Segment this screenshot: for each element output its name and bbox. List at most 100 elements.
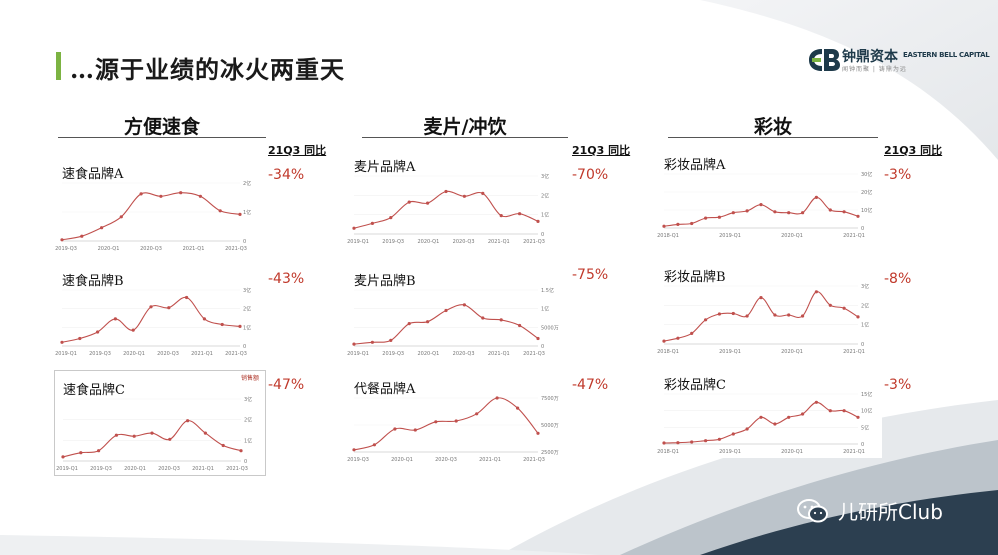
data-point: [139, 192, 143, 196]
x-tick-label: 2020-Q3: [140, 246, 162, 252]
x-tick-label: 2020-Q3: [157, 351, 179, 357]
data-point: [536, 336, 540, 341]
footer-brand-text: 儿研所Club: [838, 500, 943, 524]
data-point: [773, 210, 777, 214]
x-tick-label: 2021-Q3: [225, 351, 247, 357]
data-point: [536, 219, 540, 223]
x-tick-label: 2021-Q1: [192, 466, 214, 472]
data-point: [759, 203, 763, 207]
data-point: [690, 221, 694, 226]
category-underline: [668, 137, 878, 138]
x-tick-label: 2019-Q3: [89, 351, 111, 357]
x-tick-label: 2021-Q3: [523, 351, 545, 357]
yoy-change-value: -75%: [572, 267, 609, 283]
y-tick-label: 10亿: [861, 408, 872, 415]
x-tick-label: 2019-Q1: [719, 233, 741, 239]
x-tick-label: 2019-Q3: [347, 457, 369, 463]
data-point: [499, 214, 503, 218]
data-point: [198, 194, 202, 198]
data-point: [119, 215, 123, 219]
y-tick-label: 1亿: [243, 324, 251, 331]
yoy-change-value: -43%: [268, 271, 305, 287]
data-point: [413, 428, 417, 432]
data-point: [690, 331, 694, 335]
data-point: [389, 216, 393, 220]
data-point: [100, 226, 104, 230]
y-tick-label: 2亿: [243, 180, 251, 187]
company-logo: 钟鼎资本 EASTERN BELL CAPITAL 闻钟而聚 | 铸鼎为远: [806, 44, 990, 76]
x-tick-label: 2020-Q1: [391, 457, 413, 463]
y-tick-label: 1亿: [541, 212, 549, 219]
data-point: [168, 437, 172, 441]
y-tick-label: 0: [861, 226, 864, 232]
x-tick-label: 2021-Q1: [488, 239, 510, 245]
line-chart: 1.5亿 1亿 5000万 0 2019-Q1 2019-Q3 2020-Q1 2020-Q3…: [347, 287, 559, 357]
data-point: [717, 312, 721, 316]
y-tick-label: 20亿: [861, 189, 872, 196]
x-tick-label: 2021-Q1: [183, 246, 205, 252]
data-point: [801, 314, 805, 318]
line-chart: 7500万 5000万 2500万 2019-Q3 2020-Q1 2020-Q3 2021…: [347, 396, 559, 463]
y-tick-label: 15亿: [861, 391, 872, 398]
data-point: [801, 412, 805, 416]
x-tick-label: 2020-Q1: [124, 466, 146, 472]
x-tick-label: 2018-Q1: [657, 233, 679, 239]
y-tick-label: 2500万: [541, 450, 559, 456]
yoy-change-value: -70%: [572, 167, 609, 183]
y-tick-label: 0: [243, 344, 246, 350]
data-point: [676, 336, 680, 340]
data-point: [393, 427, 397, 431]
x-tick-label: 2021-Q3: [523, 239, 545, 245]
yoy-change-value: -8%: [884, 271, 912, 287]
data-point: [454, 419, 458, 423]
chart-brand-label: 麦片品牌A: [354, 160, 416, 175]
x-tick-label: 2021-Q1: [488, 351, 510, 357]
data-point: [389, 338, 393, 342]
data-point: [78, 336, 82, 341]
chart-panel: 速食品牌B 3亿 2亿 1亿 0 2019-Q1 2019-Q3 2020-Q1 2020-Q3…: [54, 262, 264, 360]
data-point: [773, 313, 777, 317]
data-point: [186, 419, 190, 423]
data-point: [167, 306, 171, 310]
data-point: [842, 409, 846, 413]
data-point: [731, 432, 735, 436]
chart-brand-label: 麦片品牌B: [354, 274, 416, 289]
data-point: [842, 306, 846, 310]
data-point: [745, 314, 749, 318]
data-point: [132, 434, 136, 438]
category-title-cereal: 麦片/冲饮: [423, 116, 507, 138]
y-tick-label: 0: [541, 344, 544, 350]
x-tick-label: 2018-Q1: [657, 349, 679, 355]
series-line: [62, 420, 242, 458]
chart-brand-label: 速食品牌A: [62, 167, 124, 182]
data-point: [407, 200, 411, 204]
data-point: [536, 431, 540, 435]
data-point: [787, 415, 791, 419]
data-point: [202, 317, 206, 321]
data-point: [518, 323, 522, 328]
y-tick-label: 7500万: [541, 396, 559, 402]
data-point: [179, 191, 183, 195]
x-tick-label: 2020-Q1: [417, 239, 439, 245]
y-tick-label: 1.5亿: [541, 287, 554, 294]
data-point: [113, 317, 117, 321]
chart-legend: 销售额: [240, 375, 259, 382]
y-tick-label: 1亿: [243, 209, 251, 216]
chart-brand-label: 彩妆品牌A: [664, 158, 726, 173]
data-point: [149, 305, 153, 309]
x-tick-label: 2019-Q1: [56, 466, 78, 472]
y-tick-label: 10亿: [861, 207, 872, 214]
data-point: [444, 189, 448, 194]
data-point: [856, 214, 860, 218]
data-point: [717, 215, 721, 219]
wechat-icon: [797, 499, 828, 523]
data-point: [690, 440, 694, 444]
logo-mark-icon: [809, 49, 840, 71]
data-point: [717, 437, 721, 441]
data-point: [499, 318, 503, 322]
x-tick-label: 2020-Q1: [781, 233, 803, 239]
yoy-change-value: -3%: [884, 377, 912, 393]
yoy-column-header: 21Q3 同比: [884, 144, 943, 157]
y-tick-label: 0: [243, 239, 246, 245]
series-line: [663, 401, 859, 444]
